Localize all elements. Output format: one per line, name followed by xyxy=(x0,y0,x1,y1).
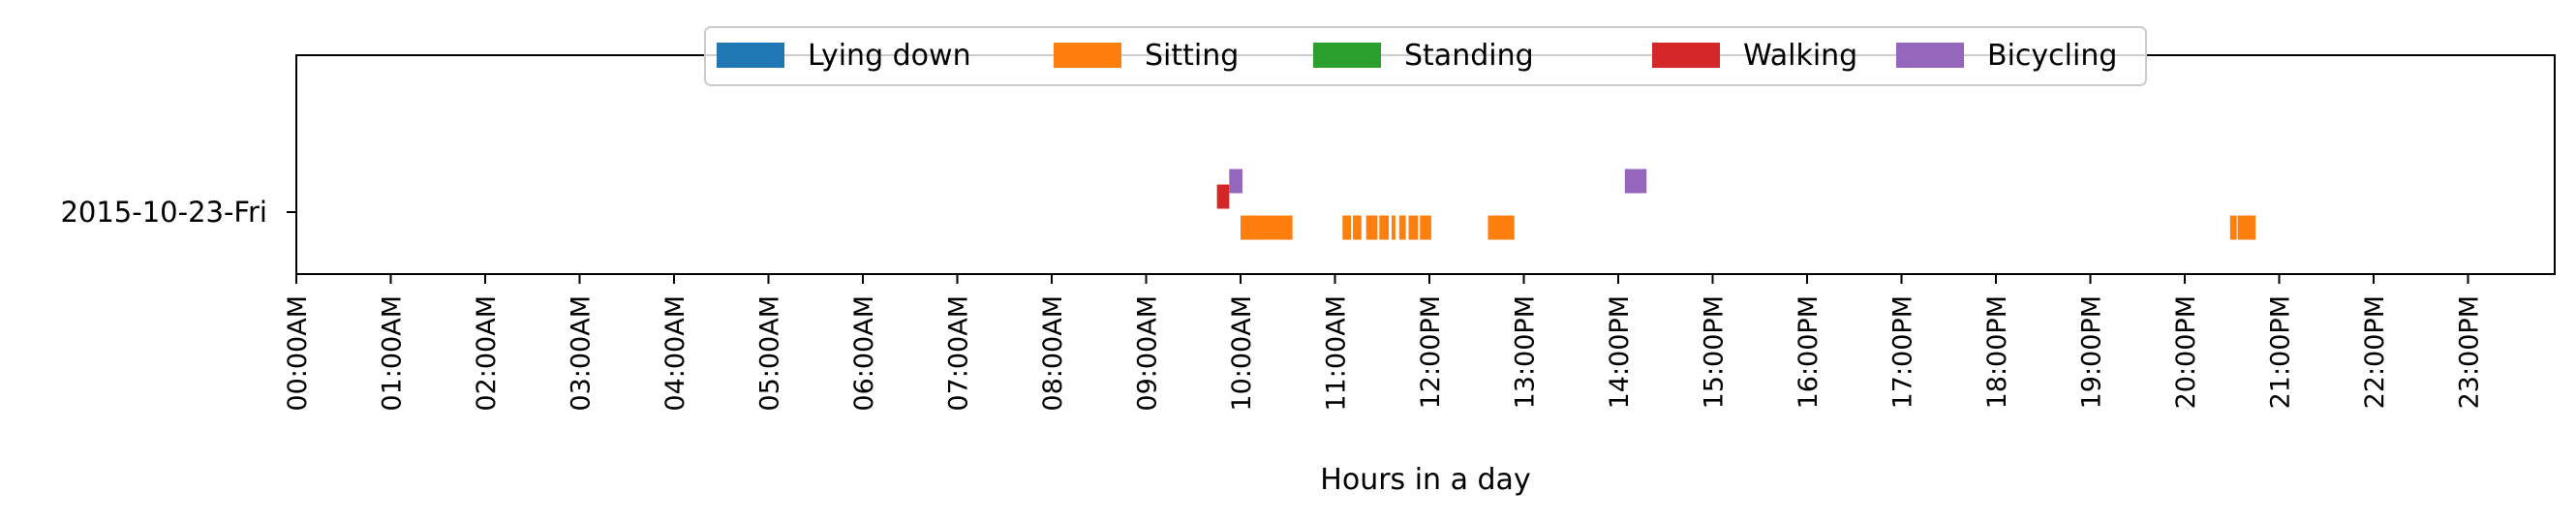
legend-label: Bicycling xyxy=(1987,39,2117,73)
sitting-interval xyxy=(1420,215,1431,240)
bicycling-interval xyxy=(1229,169,1242,194)
x-tick-label: 17:00PM xyxy=(1888,295,1918,409)
legend-swatch xyxy=(1652,43,1720,68)
x-tick-label: 05:00AM xyxy=(755,295,785,412)
x-tick-label: 03:00AM xyxy=(567,295,597,412)
sitting-interval xyxy=(2229,215,2237,240)
x-tick-label: 04:00AM xyxy=(660,295,690,412)
x-tick-label: 21:00PM xyxy=(2266,295,2296,409)
x-tick-label: 13:00PM xyxy=(1511,295,1541,409)
sitting-interval xyxy=(1353,215,1362,240)
x-tick-label: 20:00PM xyxy=(2171,295,2201,409)
x-tick-label: 06:00AM xyxy=(849,295,879,412)
legend-item-standing: Standing xyxy=(1313,39,1534,73)
sitting-interval xyxy=(1398,215,1406,240)
legend-swatch xyxy=(1896,43,1964,68)
x-tick-label: 15:00PM xyxy=(1700,295,1730,409)
legend: Lying down Sitting Standing Walking Bicyclin… xyxy=(704,26,2147,86)
sitting-interval xyxy=(1408,215,1419,240)
x-tick-label: 18:00PM xyxy=(1982,295,2012,409)
x-tick-label: 16:00PM xyxy=(1794,295,1824,409)
bicycling-interval xyxy=(1624,169,1647,194)
x-tick-label: 08:00AM xyxy=(1038,295,1068,412)
y-tick-label: 2015-10-23-Fri xyxy=(60,196,267,229)
x-tick-label: 07:00AM xyxy=(944,295,974,412)
legend-item-walking: Walking xyxy=(1652,39,1857,73)
sitting-interval xyxy=(1241,215,1293,240)
sitting-interval xyxy=(1365,215,1378,240)
walking-interval xyxy=(1216,184,1230,209)
x-tick-label: 09:00AM xyxy=(1133,295,1163,412)
x-axis: 00:00AM 01:00AM 02:00AM 03:00AM 04:00AM 05:00… xyxy=(283,274,2485,412)
legend-frame xyxy=(704,26,2147,86)
x-tick-label: 00:00AM xyxy=(283,295,313,412)
legend-swatch xyxy=(1054,43,1121,68)
activity-marks xyxy=(1216,169,2256,240)
legend-swatch xyxy=(1313,43,1381,68)
x-axis-label: Hours in a day xyxy=(1320,463,1530,497)
sitting-interval xyxy=(2237,215,2256,240)
sitting-interval xyxy=(1379,215,1390,240)
y-axis: 2015-10-23-Fri xyxy=(60,196,296,229)
x-tick-label: 11:00AM xyxy=(1322,295,1352,412)
legend-item-sitting: Sitting xyxy=(1054,39,1239,73)
x-tick-label: 10:00AM xyxy=(1227,295,1257,412)
x-tick-label: 14:00PM xyxy=(1605,295,1635,409)
x-tick-label: 23:00PM xyxy=(2455,295,2485,409)
x-tick-label: 02:00AM xyxy=(472,295,502,412)
legend-label: Walking xyxy=(1743,39,1857,73)
legend-item-lying-down: Lying down xyxy=(717,39,971,73)
legend-label: Sitting xyxy=(1145,39,1239,73)
x-tick-label: 19:00PM xyxy=(2077,295,2107,409)
x-tick-label: 22:00PM xyxy=(2360,295,2390,409)
x-tick-label: 01:00AM xyxy=(378,295,408,412)
legend-item-bicycling: Bicycling xyxy=(1896,39,2117,73)
legend-swatch xyxy=(717,43,784,68)
sitting-interval xyxy=(1392,215,1395,240)
x-tick-label: 12:00PM xyxy=(1416,295,1446,409)
sitting-interval xyxy=(1487,215,1515,240)
sitting-interval xyxy=(1342,215,1352,240)
legend-label: Standing xyxy=(1404,39,1534,73)
legend-label: Lying down xyxy=(808,39,971,73)
